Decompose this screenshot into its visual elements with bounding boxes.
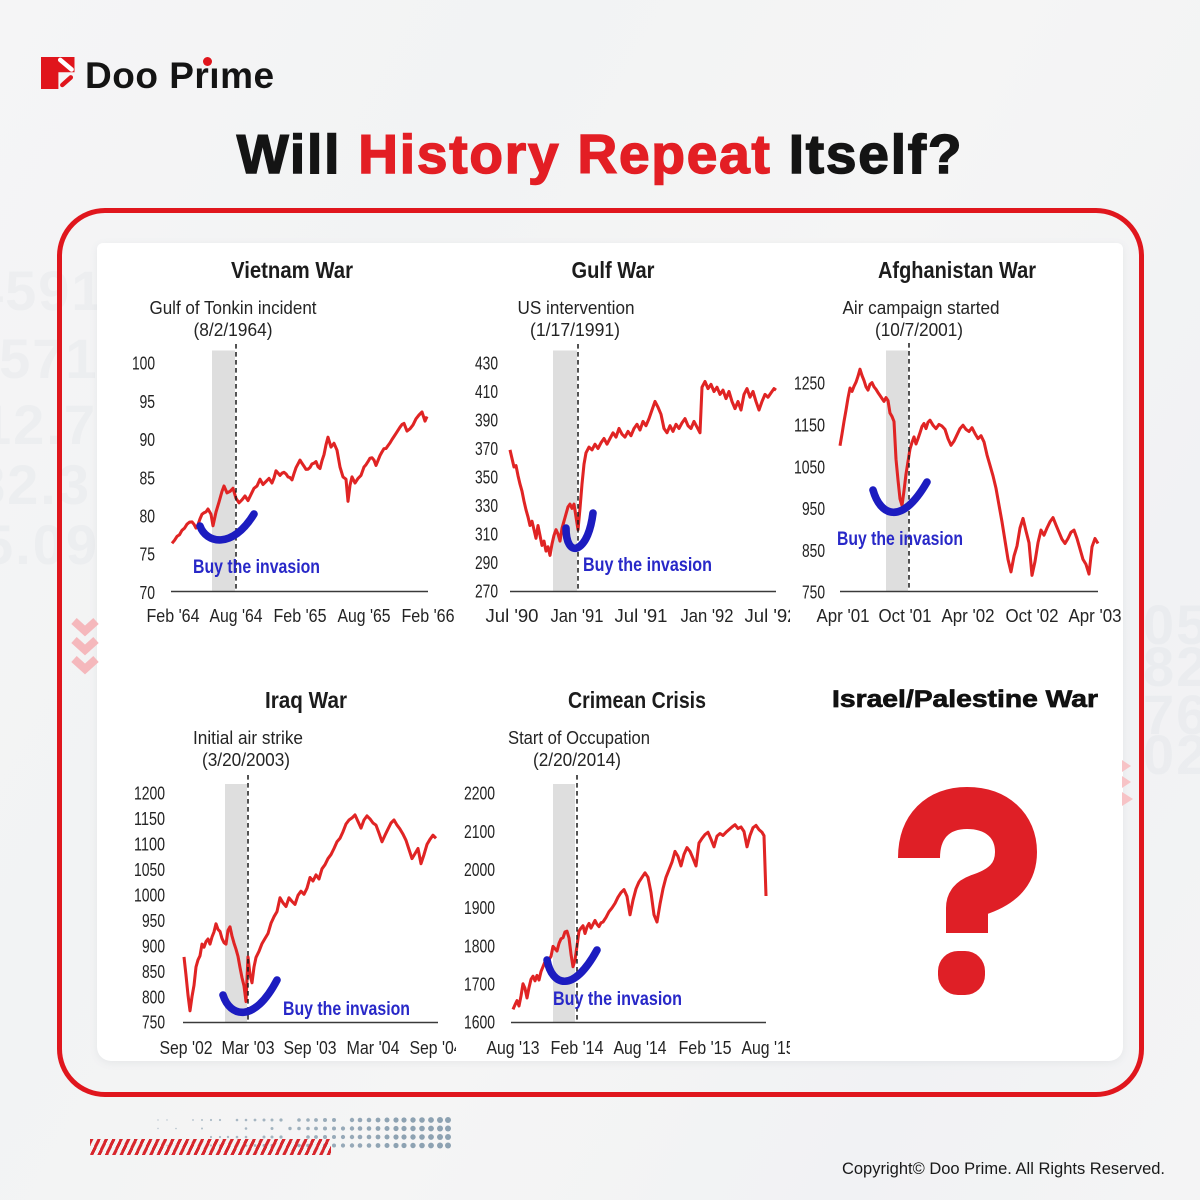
- svg-text:90: 90: [140, 429, 156, 450]
- svg-text:Feb '15: Feb '15: [679, 1037, 732, 1058]
- svg-text:80: 80: [140, 506, 156, 527]
- svg-text:950: 950: [142, 910, 165, 931]
- svg-text:1200: 1200: [134, 783, 165, 804]
- svg-text:Feb '14: Feb '14: [551, 1037, 604, 1058]
- svg-text:Sep '02: Sep '02: [160, 1037, 213, 1058]
- svg-text:850: 850: [142, 961, 165, 982]
- svg-text:Aug '14: Aug '14: [614, 1037, 667, 1058]
- svg-text:Aug '65: Aug '65: [338, 605, 391, 626]
- svg-text:390: 390: [475, 410, 498, 431]
- svg-text:US intervention: US intervention: [518, 297, 635, 318]
- svg-text:Apr '01: Apr '01: [817, 605, 870, 626]
- svg-text:Gulf of Tonkin incident: Gulf of Tonkin incident: [150, 297, 317, 318]
- svg-text:950: 950: [802, 498, 825, 519]
- svg-text:Buy the invasion: Buy the invasion: [553, 988, 682, 1010]
- svg-text:Mar '03: Mar '03: [222, 1037, 275, 1058]
- svg-text:(8/2/1964): (8/2/1964): [194, 319, 273, 340]
- svg-text:Israel/Palestine War: Israel/Palestine War: [832, 686, 1099, 713]
- svg-text:Aug '13: Aug '13: [487, 1037, 540, 1058]
- svg-text:Air campaign started: Air campaign started: [843, 297, 1000, 318]
- svg-text:310: 310: [475, 524, 498, 545]
- svg-text:Jan '91: Jan '91: [551, 605, 604, 626]
- svg-text:Jan '92: Jan '92: [681, 605, 734, 626]
- svg-text:1150: 1150: [794, 415, 825, 436]
- svg-text:750: 750: [142, 1012, 165, 1033]
- svg-text:1050: 1050: [134, 859, 165, 880]
- svg-text:Mar '04: Mar '04: [347, 1037, 400, 1058]
- svg-text:2000: 2000: [464, 859, 495, 880]
- svg-text:100: 100: [132, 353, 155, 374]
- svg-text:(1/17/1991): (1/17/1991): [530, 319, 620, 340]
- svg-text:270: 270: [475, 581, 498, 602]
- svg-text:1600: 1600: [464, 1012, 495, 1033]
- svg-text:750: 750: [802, 582, 825, 603]
- svg-text:85: 85: [140, 467, 156, 488]
- svg-text:1250: 1250: [794, 373, 825, 394]
- svg-text:430: 430: [475, 353, 498, 374]
- svg-text:1150: 1150: [134, 808, 165, 829]
- svg-text:Buy the invasion: Buy the invasion: [583, 554, 712, 576]
- svg-text:Aug '64: Aug '64: [210, 605, 263, 626]
- svg-text:Iraq War: Iraq War: [265, 687, 347, 713]
- svg-text:(10/7/2001): (10/7/2001): [875, 319, 963, 340]
- svg-text:Oct '01: Oct '01: [879, 605, 932, 626]
- svg-text:Oct '02: Oct '02: [1006, 605, 1059, 626]
- svg-text:Crimean Crisis: Crimean Crisis: [568, 687, 706, 713]
- svg-text:410: 410: [475, 381, 498, 402]
- svg-text:Buy the invasion: Buy the invasion: [837, 528, 963, 550]
- svg-text:Feb '66: Feb '66: [402, 605, 455, 626]
- svg-text:95: 95: [140, 391, 156, 412]
- svg-text:Jul '92: Jul '92: [745, 605, 798, 626]
- svg-text:Start of Occupation: Start of Occupation: [508, 727, 650, 748]
- svg-text:Feb '65: Feb '65: [274, 605, 327, 626]
- svg-text:Vietnam War: Vietnam War: [231, 257, 353, 283]
- svg-text:Apr '03: Apr '03: [1069, 605, 1122, 626]
- svg-text:370: 370: [475, 438, 498, 459]
- svg-text:Sep '04: Sep '04: [410, 1037, 463, 1058]
- svg-text:Initial air strike: Initial air strike: [193, 727, 303, 748]
- svg-text:2200: 2200: [464, 783, 495, 804]
- svg-text:1050: 1050: [794, 456, 825, 477]
- svg-text:290: 290: [475, 552, 498, 573]
- svg-text:Afghanistan War: Afghanistan War: [878, 257, 1036, 283]
- svg-text:Feb '64: Feb '64: [147, 605, 200, 626]
- svg-text:1800: 1800: [464, 935, 495, 956]
- svg-text:850: 850: [802, 540, 825, 561]
- svg-text:330: 330: [475, 495, 498, 516]
- svg-text:Buy the invasion: Buy the invasion: [283, 998, 410, 1020]
- svg-text:Aug '15: Aug '15: [742, 1037, 795, 1058]
- svg-text:800: 800: [142, 986, 165, 1007]
- svg-text:Sep '03: Sep '03: [284, 1037, 337, 1058]
- svg-text:Gulf War: Gulf War: [572, 257, 655, 283]
- svg-text:Jul '91: Jul '91: [615, 605, 668, 626]
- svg-text:1900: 1900: [464, 897, 495, 918]
- svg-text:Apr '02: Apr '02: [942, 605, 995, 626]
- svg-text:Buy the invasion: Buy the invasion: [193, 556, 320, 578]
- svg-text:75: 75: [140, 544, 156, 565]
- svg-text:(3/20/2003): (3/20/2003): [202, 749, 290, 770]
- svg-text:2100: 2100: [464, 821, 495, 842]
- svg-text:Jul '90: Jul '90: [486, 605, 539, 626]
- svg-text:70: 70: [140, 582, 156, 603]
- svg-text:900: 900: [142, 935, 165, 956]
- svg-text:1100: 1100: [134, 834, 165, 855]
- svg-text:(2/20/2014): (2/20/2014): [533, 749, 621, 770]
- svg-text:350: 350: [475, 467, 498, 488]
- svg-text:1000: 1000: [134, 885, 165, 906]
- svg-text:1700: 1700: [464, 974, 495, 995]
